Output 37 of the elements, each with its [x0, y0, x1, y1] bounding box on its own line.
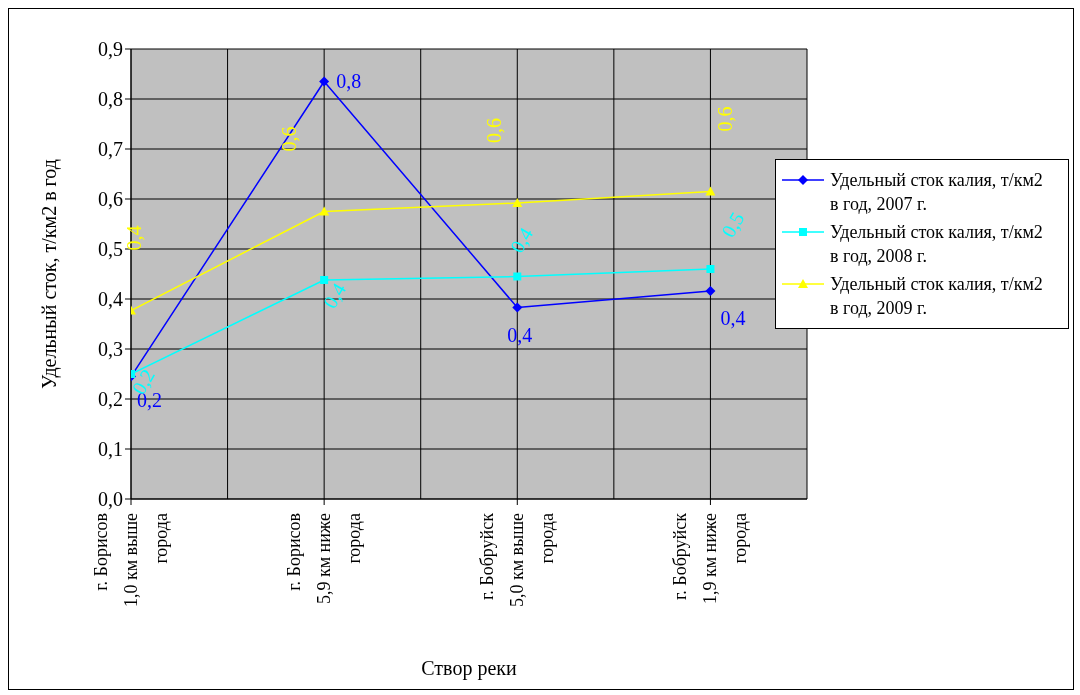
- legend-label: Удельный сток калия, т/км2 в год, 2007 г.: [830, 169, 1044, 216]
- point: [320, 276, 329, 284]
- point: [319, 76, 330, 87]
- point: [705, 286, 716, 296]
- y-axis-title: Удельный сток, т/км2 в год: [38, 159, 62, 389]
- point: [513, 272, 522, 281]
- x-axis-title: Створ реки: [421, 657, 518, 680]
- y-tick-label: 0,3: [98, 338, 123, 361]
- y-tick-label: 0,1: [98, 438, 123, 461]
- point: [706, 265, 715, 273]
- y-tick-label: 0,5: [98, 238, 123, 261]
- point: [319, 206, 330, 216]
- data-label: 0,4: [505, 223, 538, 257]
- y-tick-label: 0,8: [98, 88, 123, 111]
- y-tick-label: 0,4: [98, 288, 123, 311]
- y-tick-label: 0,9: [98, 38, 123, 61]
- x-tick-label: г. Бобруйск 5,0 км выше города: [477, 512, 558, 608]
- x-tick-label: г. Борисов 5,9 км ниже города: [284, 512, 365, 605]
- data-label: 0,6: [483, 118, 506, 143]
- data-label: 0,5: [716, 208, 749, 241]
- y-tick-label: 0,6: [98, 188, 123, 211]
- x-tick-label: г. Бобруйск 1,9 км ниже города: [670, 512, 751, 605]
- y-tick-label: 0,2: [98, 388, 123, 411]
- data-label: 0,4: [123, 225, 145, 251]
- data-label: 0,6: [278, 126, 301, 152]
- point: [512, 302, 523, 313]
- x-tick-label: г. Борисов 1,0 км выше города: [91, 512, 171, 608]
- legend-label: Удельный сток калия, т/км2 в год, 2009 г.: [830, 273, 1044, 320]
- data-label: 0,4: [720, 307, 746, 329]
- point: [705, 186, 716, 196]
- data-label: 0,4: [318, 279, 351, 312]
- point: [512, 198, 523, 207]
- y-tick-label: 0,7: [98, 138, 123, 161]
- y-tick-label: 0,0: [98, 488, 123, 511]
- data-label: 0,8: [336, 69, 362, 92]
- data-label: 0,6: [714, 106, 737, 132]
- legend-label: Удельный сток калия, т/км2 в год, 2008 г.: [830, 221, 1044, 268]
